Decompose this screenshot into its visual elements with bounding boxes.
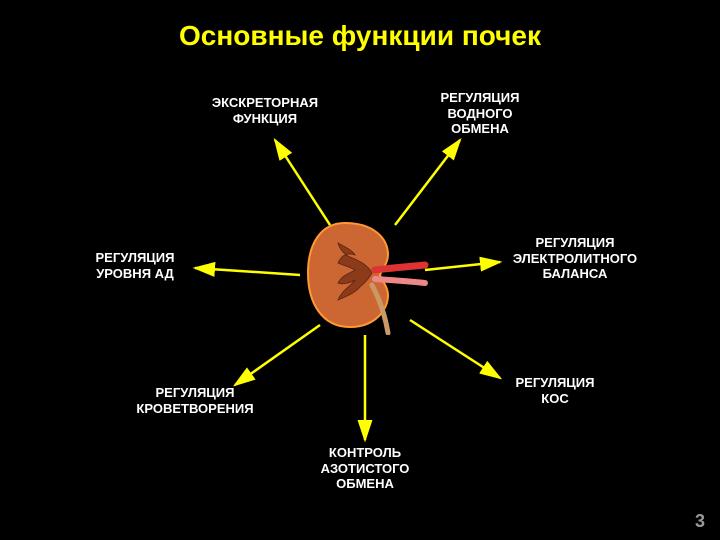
slide-title: Основные функции почек [0, 20, 720, 52]
arrow-3 [425, 262, 500, 270]
arrow-1 [395, 140, 460, 225]
label-kos: РЕГУЛЯЦИЯ КОС [500, 375, 610, 406]
arrow-2 [195, 268, 300, 275]
label-electrolyte: РЕГУЛЯЦИЯ ЭЛЕКТРОЛИТНОГО БАЛАНСА [500, 235, 650, 282]
page-number: 3 [695, 511, 705, 532]
label-nitrogen: КОНТРОЛЬ АЗОТИСТОГО ОБМЕНА [300, 445, 430, 492]
arrow-0 [275, 140, 330, 225]
label-excretory: ЭКСКРЕТОРНАЯ ФУНКЦИЯ [200, 95, 330, 126]
label-bp: РЕГУЛЯЦИЯ УРОВНЯ АД [80, 250, 190, 281]
kidney-illustration [300, 215, 430, 335]
label-water: РЕГУЛЯЦИЯ ВОДНОГО ОБМЕНА [420, 90, 540, 137]
label-hematopoiesis: РЕГУЛЯЦИЯ КРОВЕТВОРЕНИЯ [125, 385, 265, 416]
